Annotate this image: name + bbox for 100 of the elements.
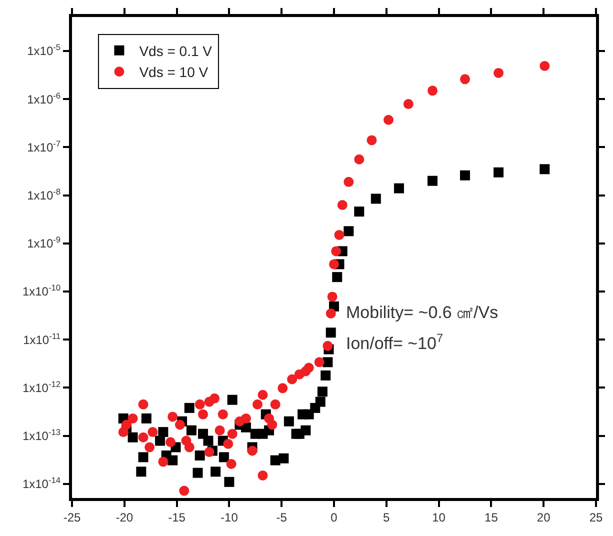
point	[122, 420, 132, 430]
point	[223, 438, 234, 449]
point	[194, 399, 205, 410]
y-tick-label: 1x10$^{-11}$	[23, 330, 61, 347]
point	[322, 357, 333, 368]
point	[337, 200, 348, 210]
point	[327, 292, 338, 302]
point	[344, 226, 354, 236]
point	[138, 452, 148, 462]
point	[148, 427, 158, 438]
point	[278, 383, 288, 394]
point	[144, 442, 155, 452]
point	[214, 425, 225, 436]
point	[224, 476, 234, 487]
point	[138, 399, 148, 410]
y-tick-label: 1x10$^{-9}$	[27, 234, 61, 251]
y-tick-label: 1x10$^{-12}$	[22, 378, 61, 395]
point	[174, 420, 185, 430]
point	[326, 328, 336, 338]
point	[128, 413, 138, 424]
y-tick-label: 1x10$^{-5}$	[27, 42, 61, 58]
annotation: Mobility= ~0.6 ㎠/Vs	[346, 303, 498, 322]
point	[540, 60, 550, 71]
point	[428, 176, 438, 186]
point	[287, 374, 298, 384]
point	[354, 154, 364, 164]
point	[227, 394, 238, 405]
point	[284, 416, 294, 426]
y-tick-label: 1x10$^{-7}$	[27, 138, 61, 154]
point	[270, 399, 280, 410]
y-tick-label: 1x10$^{-8}$	[27, 186, 61, 203]
x-tick-label: -25	[63, 510, 81, 524]
x-tick-label: -15	[168, 510, 186, 524]
point	[194, 450, 205, 460]
point	[186, 425, 196, 436]
point	[304, 362, 314, 373]
point	[210, 466, 221, 477]
point	[168, 455, 178, 466]
point	[314, 357, 324, 368]
point	[168, 412, 178, 422]
y-tick-label: 1x10$^{-10}$	[22, 282, 61, 299]
point	[394, 183, 404, 194]
point	[267, 420, 278, 430]
point	[155, 436, 166, 446]
annotation: Ion/off= ~10$^{7}$	[346, 331, 444, 354]
point	[494, 68, 504, 78]
y-tick-label: 1x10$^{-13}$	[22, 426, 61, 444]
point	[226, 458, 236, 469]
point	[252, 399, 262, 410]
point	[258, 390, 268, 400]
legend-label: Vds = 10 V	[139, 64, 209, 80]
x-tick-label: 25	[589, 510, 603, 524]
point	[322, 340, 333, 351]
point	[540, 164, 550, 174]
point	[278, 453, 289, 464]
point	[258, 470, 268, 480]
point	[203, 436, 214, 446]
point	[158, 427, 168, 438]
point	[300, 425, 311, 436]
point	[366, 135, 377, 146]
x-tick-label: 15	[484, 510, 498, 524]
point	[494, 167, 504, 178]
point	[384, 114, 394, 125]
point	[141, 413, 152, 424]
point	[158, 456, 168, 467]
point	[334, 230, 344, 240]
x-tick-label: -5	[276, 510, 288, 524]
point	[326, 308, 336, 318]
point	[138, 432, 148, 442]
point	[198, 409, 208, 420]
point	[403, 99, 414, 110]
point	[192, 468, 203, 478]
point	[315, 396, 326, 407]
point	[136, 466, 146, 477]
point	[460, 170, 470, 180]
point	[218, 409, 228, 420]
x-tick-label: -10	[220, 510, 238, 524]
point	[227, 428, 238, 439]
point	[166, 437, 176, 448]
point	[128, 432, 138, 442]
point	[370, 194, 381, 204]
x-tick-label: 20	[536, 510, 551, 524]
legend-label: Vds = 0.1 V	[139, 42, 213, 59]
point	[460, 74, 470, 84]
point	[240, 413, 251, 424]
point	[344, 176, 354, 187]
x-tick-label: 5	[383, 510, 390, 524]
point	[218, 452, 229, 462]
point	[329, 259, 339, 270]
point	[210, 393, 220, 404]
point	[332, 272, 342, 282]
point	[184, 402, 194, 413]
point	[320, 370, 331, 380]
point	[428, 86, 438, 96]
x-tick-label: -20	[116, 510, 134, 524]
y-tick-label: 1x10$^{-14}$	[22, 475, 61, 492]
point	[247, 446, 258, 456]
point	[204, 447, 214, 458]
point	[354, 206, 364, 217]
point	[331, 246, 342, 256]
